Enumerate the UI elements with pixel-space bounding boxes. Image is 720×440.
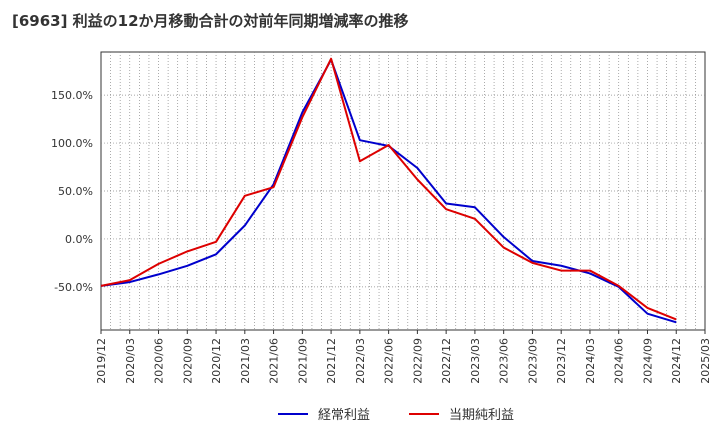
legend: 経常利益 当期純利益	[0, 404, 720, 428]
chart-title: [6963] 利益の12か月移動合計の対前年同期増減率の推移	[12, 12, 409, 30]
x-tick-label: 2022/09	[411, 338, 424, 384]
legend-swatch-junrieki	[409, 412, 439, 415]
x-tick-label: 2023/06	[498, 338, 511, 384]
x-tick-label: 2020/03	[124, 338, 137, 384]
x-tick-label: 2022/06	[383, 338, 396, 384]
series-line-1	[100, 57, 677, 321]
x-tick-label: 2024/06	[613, 338, 626, 384]
legend-item-keijo: 経常利益	[278, 404, 370, 423]
x-tick-label: 2022/03	[354, 338, 367, 384]
x-tick-label: 2021/06	[268, 338, 281, 384]
y-tick-label: 0.0%	[65, 233, 93, 246]
x-tick-label: 2025/03	[699, 338, 712, 384]
legend-item-junrieki: 当期純利益	[409, 404, 514, 423]
x-tick-label: 2021/09	[296, 338, 309, 384]
x-tick-label: 2024/09	[641, 338, 654, 384]
y-tick-label: -50.0%	[54, 281, 93, 294]
y-tick-label: 50.0%	[58, 185, 93, 198]
x-tick-label: 2023/09	[526, 338, 539, 384]
x-tick-label: 2022/12	[440, 338, 453, 384]
x-tick-label: 2024/03	[584, 338, 597, 384]
x-tick-label: 2020/06	[153, 338, 166, 384]
x-tick-label: 2023/12	[555, 338, 568, 384]
x-tick-label: 2020/12	[210, 338, 223, 384]
x-tick-label: 2024/12	[670, 338, 683, 384]
x-tick-label: 2021/12	[325, 338, 338, 384]
legend-swatch-keijo	[278, 412, 308, 415]
y-tick-label: 100.0%	[51, 137, 93, 150]
y-tick-label: 150.0%	[51, 89, 93, 102]
x-tick-label: 2019/12	[95, 338, 108, 384]
x-tick-label: 2023/03	[469, 338, 482, 384]
x-tick-label: 2020/09	[181, 338, 194, 384]
legend-label-keijo: 経常利益	[318, 408, 371, 423]
x-tick-label: 2021/03	[239, 338, 252, 384]
legend-label-junrieki: 当期純利益	[449, 408, 515, 423]
